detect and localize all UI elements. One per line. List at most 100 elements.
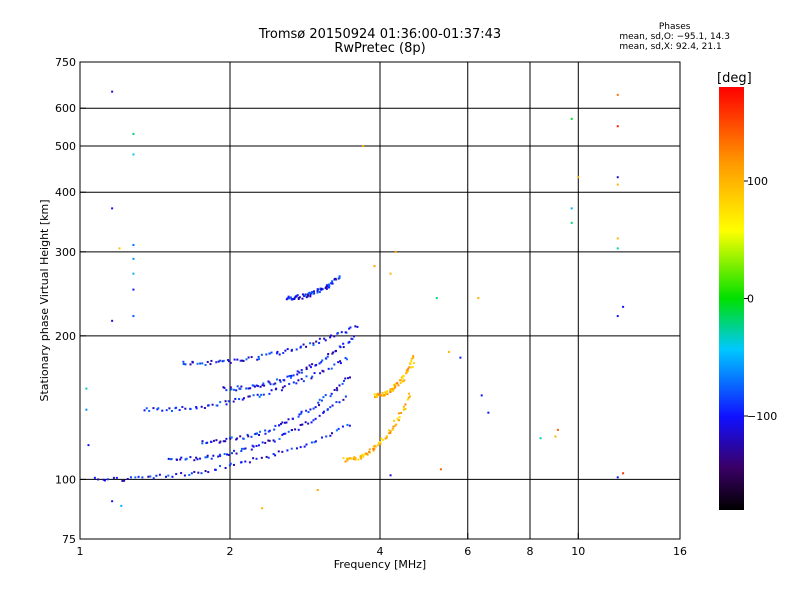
trace-point xyxy=(364,452,367,455)
trace-point xyxy=(195,405,198,408)
trace-point xyxy=(201,442,204,445)
y-axis-ticks: 75 100 200 300 400 500 600 750 xyxy=(55,56,86,546)
trace-point xyxy=(353,458,356,461)
trace-point xyxy=(279,380,282,383)
trace-point xyxy=(384,391,387,394)
trace-point xyxy=(316,288,319,291)
trace-point xyxy=(222,386,225,389)
x-tick-label: 1 xyxy=(77,545,84,558)
trace-point xyxy=(278,424,281,427)
trace-point xyxy=(309,294,312,297)
trace-point xyxy=(256,393,259,396)
trace-point xyxy=(262,393,265,396)
trace-point xyxy=(305,443,308,446)
trace-point xyxy=(404,403,407,406)
trace-point xyxy=(225,437,228,440)
trace-point xyxy=(354,458,357,461)
trace-point xyxy=(224,466,227,469)
trace-point xyxy=(368,450,371,453)
trace-point xyxy=(315,340,318,343)
trace-point xyxy=(394,384,397,387)
trace-point xyxy=(191,361,194,364)
trace-point xyxy=(273,428,276,431)
trace-point xyxy=(311,375,314,378)
isolated-point xyxy=(616,125,619,128)
trace-point xyxy=(196,362,199,365)
trace-point xyxy=(312,292,315,295)
chart-title: Tromsø 20150924 01:36:00-01:37:43 xyxy=(258,27,502,42)
trace-point xyxy=(402,405,405,408)
trace-point xyxy=(327,367,330,370)
trace-point xyxy=(314,364,317,367)
trace-point xyxy=(290,374,293,377)
trace-point xyxy=(227,400,230,403)
trace-point xyxy=(236,358,239,361)
trace-point xyxy=(270,351,273,354)
trace-point xyxy=(292,374,295,377)
trace-point xyxy=(325,285,328,288)
trace-point xyxy=(400,411,403,414)
trace-point xyxy=(179,458,182,461)
trace-point xyxy=(223,453,226,456)
trace-point xyxy=(164,475,167,478)
trace-point xyxy=(210,440,213,443)
trace-point xyxy=(264,441,267,444)
trace-point xyxy=(307,411,310,414)
trace-point xyxy=(253,385,256,388)
trace-point xyxy=(219,401,222,404)
isolated-point xyxy=(111,207,114,210)
trace-point xyxy=(344,357,347,360)
trace-point xyxy=(375,395,378,398)
trace-point xyxy=(272,453,275,456)
trace-point xyxy=(229,462,232,465)
trace-point xyxy=(270,389,273,392)
trace-point xyxy=(326,408,329,411)
trace-point xyxy=(362,454,365,457)
trace-point xyxy=(240,461,243,464)
isolated-point xyxy=(435,297,438,300)
trace-point xyxy=(339,346,342,349)
trace-point xyxy=(333,335,336,338)
trace-point xyxy=(373,448,376,451)
trace-point xyxy=(318,362,321,365)
trace-point xyxy=(303,294,306,297)
trace-point xyxy=(255,384,258,387)
isolated-point xyxy=(447,350,450,353)
trace-point xyxy=(334,349,337,352)
trace-point xyxy=(300,410,303,413)
trace-point xyxy=(286,297,289,300)
trace-point xyxy=(233,388,236,391)
trace-point xyxy=(210,457,213,460)
trace-point xyxy=(291,417,294,420)
trace-point xyxy=(145,407,148,410)
trace-point xyxy=(182,360,185,363)
trace-point xyxy=(258,430,261,433)
trace-point xyxy=(286,449,289,452)
isolated-point xyxy=(616,93,619,96)
trace-point xyxy=(361,453,364,456)
phase-stats: Phases mean, sd,O: −95.1, 14.3 mean, sd,… xyxy=(619,22,730,52)
trace-point xyxy=(329,406,332,409)
trace-point xyxy=(197,471,200,474)
trace-point xyxy=(401,375,404,378)
trace-point xyxy=(278,379,281,382)
trace-point xyxy=(314,406,317,409)
x-tick-label: 10 xyxy=(571,545,585,558)
trace-point xyxy=(407,367,410,370)
data-points xyxy=(85,90,625,510)
trace-point xyxy=(354,457,357,460)
trace-point xyxy=(398,416,401,419)
trace-point xyxy=(305,368,308,371)
trace-point xyxy=(309,366,312,369)
trace-point xyxy=(405,369,408,372)
trace-point xyxy=(211,403,214,406)
trace-point xyxy=(412,362,415,365)
trace-point xyxy=(288,382,291,385)
trace-point xyxy=(394,386,397,389)
trace-point xyxy=(337,427,340,430)
trace-point xyxy=(344,331,347,334)
trace-point xyxy=(137,475,140,478)
trace-point xyxy=(149,475,152,478)
isolated-point xyxy=(577,176,580,179)
trace-point xyxy=(320,361,323,364)
